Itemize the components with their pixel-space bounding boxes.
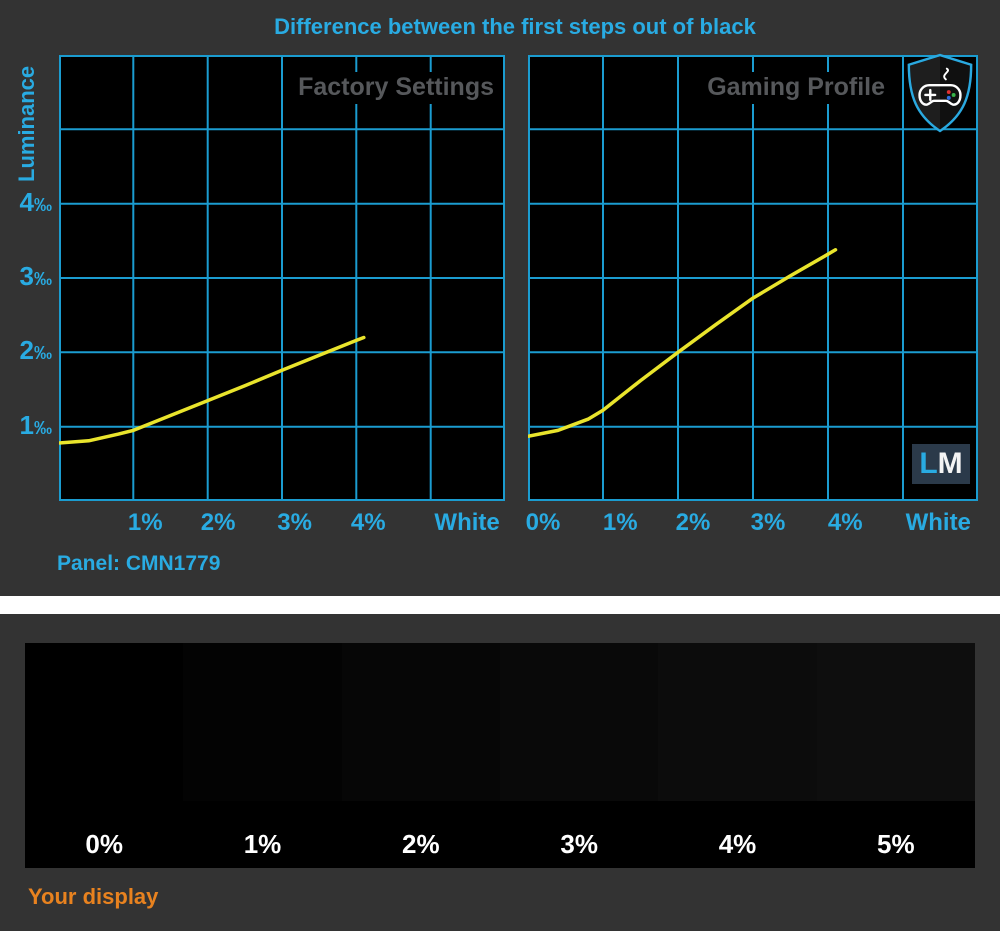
step-label: 4% bbox=[718, 829, 757, 859]
display-test-panel: 0% 1% 2% 3% 4% 5% Your display bbox=[0, 614, 1000, 931]
gaming-profile-label: Gaming Profile bbox=[701, 72, 891, 104]
y-tick-label: 3‰ bbox=[19, 261, 52, 291]
step-label: 3% bbox=[560, 829, 598, 859]
gray-step-patches bbox=[25, 643, 975, 801]
x-tick-label: 1% bbox=[127, 509, 163, 536]
x-tick-label: White bbox=[434, 509, 500, 536]
gaming-profile-grid bbox=[528, 55, 978, 501]
gaming-curve bbox=[528, 248, 838, 439]
x-tick-label: White bbox=[905, 509, 971, 536]
x-tick-label: 4% bbox=[827, 509, 863, 536]
gaming-x-axis-ticks: 0% 1% 2% 3% 4% White bbox=[525, 506, 978, 540]
gaming-profile-plot: Gaming Profile L M bbox=[528, 53, 978, 501]
step-label: 0% bbox=[85, 829, 123, 859]
gray-step-patch bbox=[499, 643, 659, 801]
y-tick-label: 4‰ bbox=[19, 186, 52, 217]
step-label: 2% bbox=[402, 829, 440, 859]
gray-step-patch bbox=[183, 643, 342, 801]
y-tick-label: 1‰ bbox=[19, 409, 52, 440]
step-label: 5% bbox=[877, 829, 915, 859]
gray-step-patch bbox=[341, 643, 500, 801]
lm-logo-letter-l: L bbox=[919, 447, 938, 480]
x-tick-label: 4% bbox=[350, 509, 386, 536]
your-display-caption: Your display bbox=[28, 884, 159, 909]
x-tick-label: 2% bbox=[675, 509, 711, 536]
panel-model-label: Panel: CMN1779 bbox=[57, 552, 221, 575]
x-tick-label: 3% bbox=[277, 509, 312, 536]
white-divider bbox=[0, 596, 1000, 614]
x-tick-label: 1% bbox=[602, 509, 638, 536]
factory-settings-label: Factory Settings bbox=[292, 72, 500, 104]
step-labels-row: 0% 1% 2% 3% 4% 5% bbox=[25, 829, 975, 860]
lm-logo-letter-m: M bbox=[937, 447, 963, 480]
y-tick-label: 2‰ bbox=[19, 335, 52, 366]
gray-step-patch bbox=[25, 643, 184, 801]
factory-settings-plot: Factory Settings bbox=[59, 55, 505, 501]
gamepad-shield-icon bbox=[903, 51, 977, 135]
black-steps-bar: 0% 1% 2% 3% 4% 5% bbox=[25, 643, 975, 868]
factory-x-axis-ticks: 1% 2% 3% 4% White bbox=[59, 506, 505, 540]
y-axis-ticks: 1‰ 2‰ 3‰ 4‰ bbox=[0, 0, 52, 596]
gray-step-patch bbox=[658, 643, 817, 801]
x-tick-label: 0% bbox=[525, 509, 561, 536]
luminance-chart-panel: Difference between the first steps out o… bbox=[0, 0, 1000, 596]
gray-step-patch bbox=[816, 643, 975, 801]
factory-curve bbox=[59, 335, 366, 445]
x-tick-label: 2% bbox=[200, 509, 236, 536]
factory-settings-grid bbox=[59, 55, 505, 501]
chart-title: Difference between the first steps out o… bbox=[274, 14, 756, 39]
x-tick-label: 3% bbox=[750, 509, 786, 536]
lm-logo: L M bbox=[912, 444, 970, 484]
step-label: 1% bbox=[243, 829, 282, 859]
